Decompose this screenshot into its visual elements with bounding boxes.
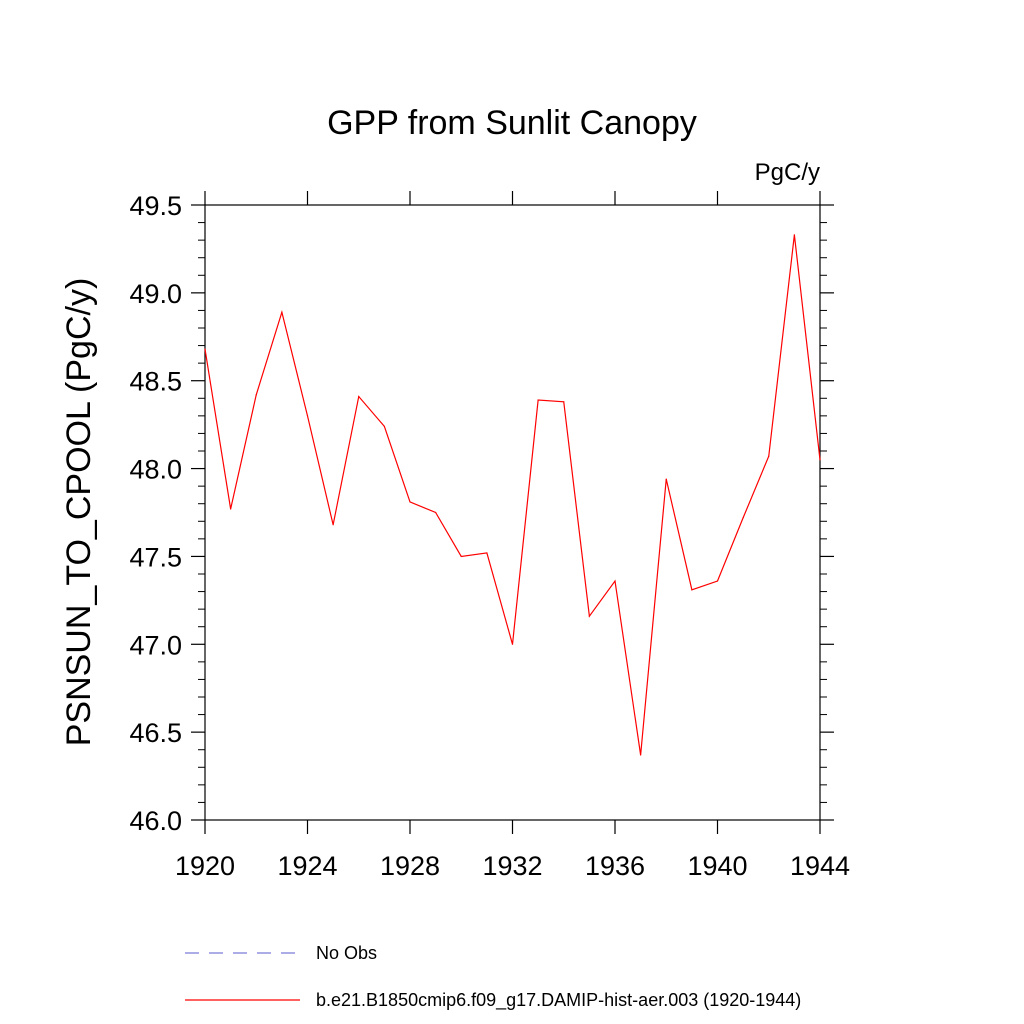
- data-point: [306, 415, 309, 417]
- data-point: [204, 348, 206, 350]
- data-point: [358, 395, 360, 398]
- series-line: [204, 234, 821, 756]
- data-point: [537, 399, 539, 401]
- series-layer: [204, 234, 821, 756]
- data-point: [588, 615, 590, 617]
- x-tick-label: 1928: [380, 851, 440, 881]
- data-point: [332, 524, 334, 526]
- data-point: [665, 478, 667, 480]
- plot-frame: [204, 204, 821, 821]
- y-axis-label: PSNSUN_TO_CPOOL (PgC/y): [60, 278, 98, 747]
- data-point: [409, 501, 411, 503]
- x-tick-label: 1924: [277, 851, 337, 881]
- x-tick-label: 1936: [585, 851, 645, 881]
- minor-ticks: [198, 222, 827, 803]
- y-tick-label: 48.0: [129, 455, 182, 485]
- data-point: [230, 508, 232, 510]
- x-tick-label: 1940: [687, 851, 747, 881]
- data-point: [768, 455, 770, 457]
- y-tick-label: 49.0: [129, 279, 182, 309]
- data-point: [793, 234, 795, 236]
- legend-label-no-obs: No Obs: [316, 943, 377, 963]
- data-point: [435, 511, 437, 514]
- data-point: [819, 459, 821, 461]
- x-tick-label: 1944: [790, 851, 850, 881]
- y-tick-label: 49.5: [129, 191, 182, 221]
- data-point: [255, 394, 257, 396]
- tick-labels: 1920 1924 1928 1932 1936 1940 1944 46.0 46.5 47.0…: [129, 191, 850, 881]
- chart-title: GPP from Sunlit Canopy: [327, 104, 697, 142]
- data-point: [716, 580, 719, 582]
- data-point: [742, 517, 744, 519]
- units-label: PgC/y: [755, 159, 820, 186]
- x-tick-label: 1920: [175, 851, 235, 881]
- y-tick-label: 47.5: [129, 542, 182, 572]
- y-tick-label: 46.0: [129, 806, 182, 836]
- x-tick-label: 1932: [482, 851, 542, 881]
- y-tick-label: 46.5: [129, 718, 182, 748]
- data-point: [460, 555, 462, 558]
- plot-area: 1920 1924 1928 1932 1936 1940 1944 46.0 46.5 47.0…: [129, 191, 850, 881]
- data-point: [691, 589, 693, 591]
- y-tick-label: 48.5: [129, 367, 182, 397]
- data-point: [281, 311, 283, 313]
- data-point: [511, 643, 514, 645]
- y-tick-label: 47.0: [129, 630, 182, 660]
- data-point: [486, 552, 488, 554]
- data-point: [614, 580, 616, 582]
- legend-label-model-run: b.e21.B1850cmip6.f09_g17.DAMIP-hist-aer.…: [316, 990, 801, 1011]
- data-point: [563, 401, 565, 403]
- legend: No Obs b.e21.B1850cmip6.f09_g17.DAMIP-hi…: [185, 943, 801, 1011]
- data-point: [383, 425, 385, 427]
- data-point: [640, 754, 642, 756]
- major-ticks: [191, 191, 834, 834]
